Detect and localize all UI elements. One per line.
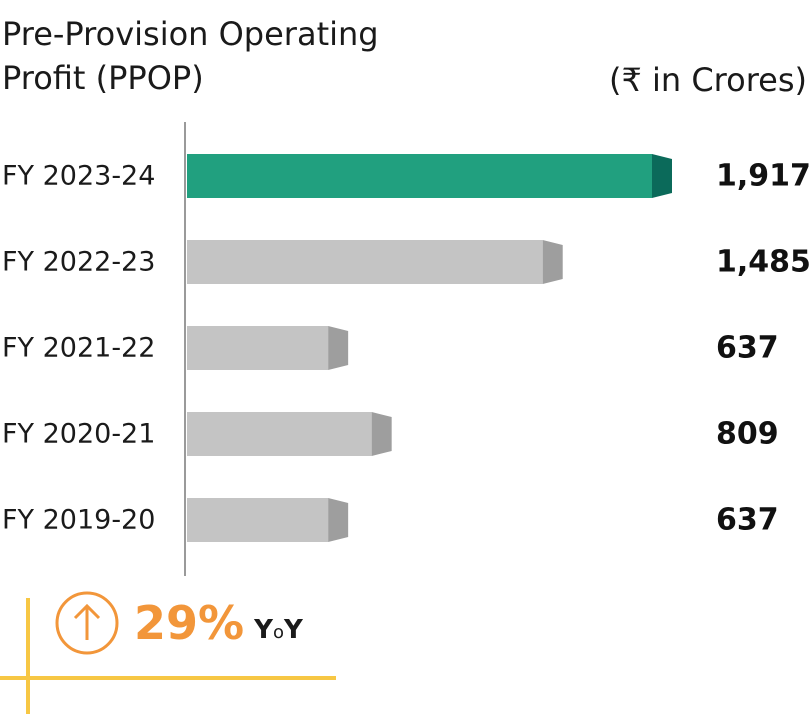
chart-title: Pre-Provision Operating Profit (PPOP) (2, 15, 379, 97)
yoy-badge: 29% YoY (54, 590, 303, 656)
bar-cap (328, 326, 349, 370)
value-label: 637 (716, 503, 779, 538)
bar-cap (328, 498, 349, 542)
category-label: FY 2019-20 (2, 505, 155, 536)
bar-body (187, 326, 329, 370)
bar-body (187, 154, 652, 198)
bar-cap (652, 154, 672, 198)
accent-line-horizontal (0, 676, 336, 680)
bar-cap (542, 240, 563, 284)
bar-cap (371, 412, 392, 456)
value-label: 809 (716, 417, 779, 452)
category-label: FY 2023-24 (2, 161, 155, 192)
category-label: FY 2021-22 (2, 333, 155, 364)
value-label: 1,917 (716, 159, 811, 194)
bar (187, 240, 563, 284)
unit-label: (₹ in Crores) (608, 61, 807, 99)
accent-line-vertical (26, 598, 30, 714)
value-label: 1,485 (716, 245, 811, 280)
bar (187, 326, 349, 370)
category-label: FY 2022-23 (2, 247, 155, 278)
bar-body (187, 412, 372, 456)
yoy-growth-label: YoY (254, 615, 303, 645)
bar-body (187, 240, 543, 284)
bar (187, 498, 349, 542)
bar (187, 154, 672, 198)
bar-body (187, 498, 329, 542)
category-label: FY 2020-21 (2, 419, 155, 450)
bar (187, 412, 392, 456)
value-label: 637 (716, 331, 779, 366)
arrow-up-circle-icon (55, 591, 119, 655)
yoy-growth-value: 29% (134, 596, 245, 650)
